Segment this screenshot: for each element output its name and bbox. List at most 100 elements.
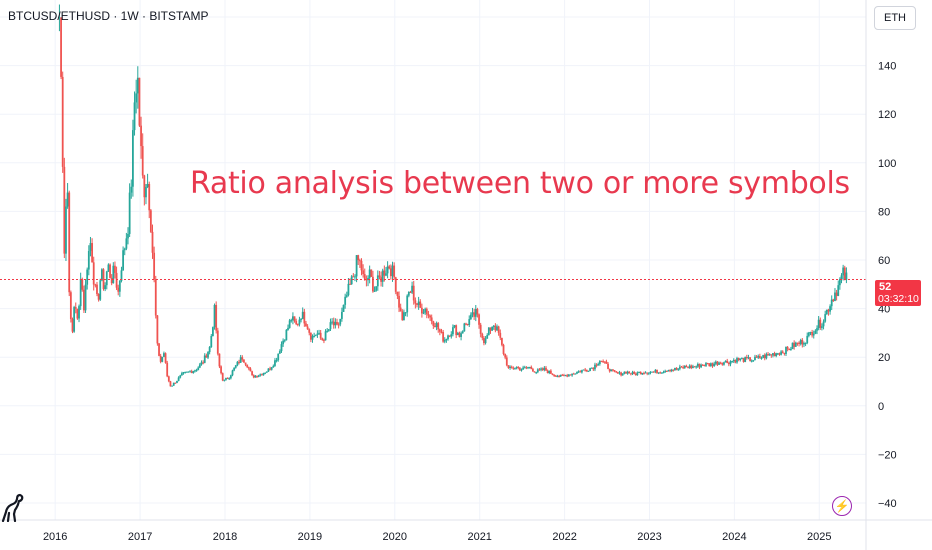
candle-body bbox=[357, 255, 360, 261]
candle-body bbox=[171, 385, 173, 387]
dinosaur-logo-icon[interactable] bbox=[0, 492, 24, 523]
candle-body bbox=[798, 342, 800, 344]
candle-body bbox=[685, 365, 688, 368]
candle-body bbox=[793, 342, 796, 347]
candle-body bbox=[424, 308, 427, 313]
y-tick-label: 20 bbox=[878, 352, 890, 364]
candle-body bbox=[842, 267, 845, 276]
candle-body bbox=[471, 312, 474, 315]
candle-body bbox=[303, 311, 306, 324]
candle-body bbox=[177, 377, 180, 381]
candle-body bbox=[172, 382, 175, 386]
candle-body bbox=[239, 357, 242, 363]
candle-body bbox=[574, 373, 577, 375]
candle-body bbox=[644, 372, 647, 374]
candle-body bbox=[602, 361, 605, 363]
candle-body bbox=[577, 371, 580, 373]
candle-body bbox=[110, 277, 113, 284]
candle-body bbox=[184, 371, 187, 373]
candle-body bbox=[824, 314, 827, 322]
symbol-title[interactable]: BTCUSD/ETHUSD · 1W · BITSTAMP bbox=[8, 9, 209, 23]
candle-body bbox=[167, 376, 170, 382]
candle-body bbox=[321, 338, 324, 341]
candle-body bbox=[329, 322, 332, 330]
candle-body bbox=[656, 369, 658, 374]
candle-body bbox=[631, 371, 634, 375]
candle-body bbox=[280, 344, 283, 352]
candle-body bbox=[285, 329, 288, 341]
candle-body bbox=[450, 334, 453, 337]
candle-body bbox=[234, 365, 237, 368]
candle-body bbox=[440, 331, 443, 333]
candle-body bbox=[92, 262, 95, 285]
candle-body bbox=[509, 366, 511, 368]
candle-body bbox=[667, 370, 670, 372]
candle-body bbox=[381, 270, 384, 282]
candle-body bbox=[776, 353, 779, 355]
candle-body bbox=[73, 307, 76, 332]
candle-body bbox=[597, 363, 600, 366]
candle-body bbox=[208, 347, 211, 353]
candle-body bbox=[87, 251, 90, 270]
candle-body bbox=[176, 380, 178, 383]
candle-body bbox=[345, 295, 348, 297]
candle-body bbox=[559, 374, 562, 377]
candle-body bbox=[603, 361, 606, 363]
candle-body bbox=[148, 183, 151, 211]
candle-body bbox=[226, 378, 229, 380]
candle-body bbox=[185, 371, 188, 373]
candle-body bbox=[752, 360, 755, 362]
x-tick-label: 2018 bbox=[213, 531, 237, 543]
candle-body bbox=[819, 319, 822, 328]
candle-body bbox=[514, 367, 516, 369]
candle-body bbox=[313, 335, 316, 337]
candle-body bbox=[698, 363, 701, 368]
candle-body bbox=[207, 352, 209, 358]
lightning-bolt-icon[interactable]: ⚡ bbox=[832, 496, 852, 516]
candle-body bbox=[581, 370, 583, 373]
candle-body bbox=[484, 338, 487, 344]
candle-body bbox=[657, 372, 660, 374]
candle-body bbox=[497, 326, 500, 333]
candle-body bbox=[69, 292, 72, 320]
y-tick-label: 80 bbox=[878, 206, 890, 218]
candle-body bbox=[522, 367, 525, 370]
candle-body bbox=[427, 314, 430, 316]
candle-body bbox=[548, 370, 551, 374]
candle-body bbox=[362, 270, 365, 275]
candle-body bbox=[737, 358, 740, 361]
candle-body bbox=[143, 175, 146, 198]
candle-body bbox=[120, 270, 123, 281]
candle-body bbox=[163, 353, 165, 357]
currency-label[interactable]: ETH bbox=[874, 6, 916, 30]
candle-body bbox=[319, 332, 322, 339]
candle-body bbox=[714, 361, 717, 364]
x-tick-label: 2022 bbox=[552, 531, 576, 543]
candle-body bbox=[677, 368, 680, 370]
candle-body bbox=[241, 357, 244, 360]
candle-body bbox=[225, 378, 227, 380]
candle-body bbox=[585, 369, 588, 372]
candle-body bbox=[254, 375, 257, 378]
candle-body bbox=[683, 365, 686, 369]
candle-body bbox=[706, 363, 709, 365]
candle-body bbox=[474, 309, 477, 317]
candle-body bbox=[587, 370, 590, 372]
candle-body bbox=[68, 192, 71, 293]
candle-body bbox=[456, 332, 459, 336]
candle-body bbox=[189, 371, 191, 373]
candle-body bbox=[772, 353, 774, 356]
candle-body bbox=[267, 368, 270, 372]
candle-body bbox=[114, 265, 116, 273]
candle-body bbox=[368, 269, 371, 278]
candle-body bbox=[778, 353, 781, 355]
candle-series bbox=[58, 4, 848, 387]
candle-body bbox=[179, 375, 182, 378]
candle-body bbox=[182, 372, 185, 374]
candle-body bbox=[669, 370, 671, 372]
candle-body bbox=[523, 367, 526, 369]
time-axis: 2016 2017 2018 2019 2020 2021 2022 2023 2024 2025 bbox=[43, 531, 832, 543]
candle-body bbox=[385, 273, 387, 276]
candle-body bbox=[386, 266, 389, 274]
